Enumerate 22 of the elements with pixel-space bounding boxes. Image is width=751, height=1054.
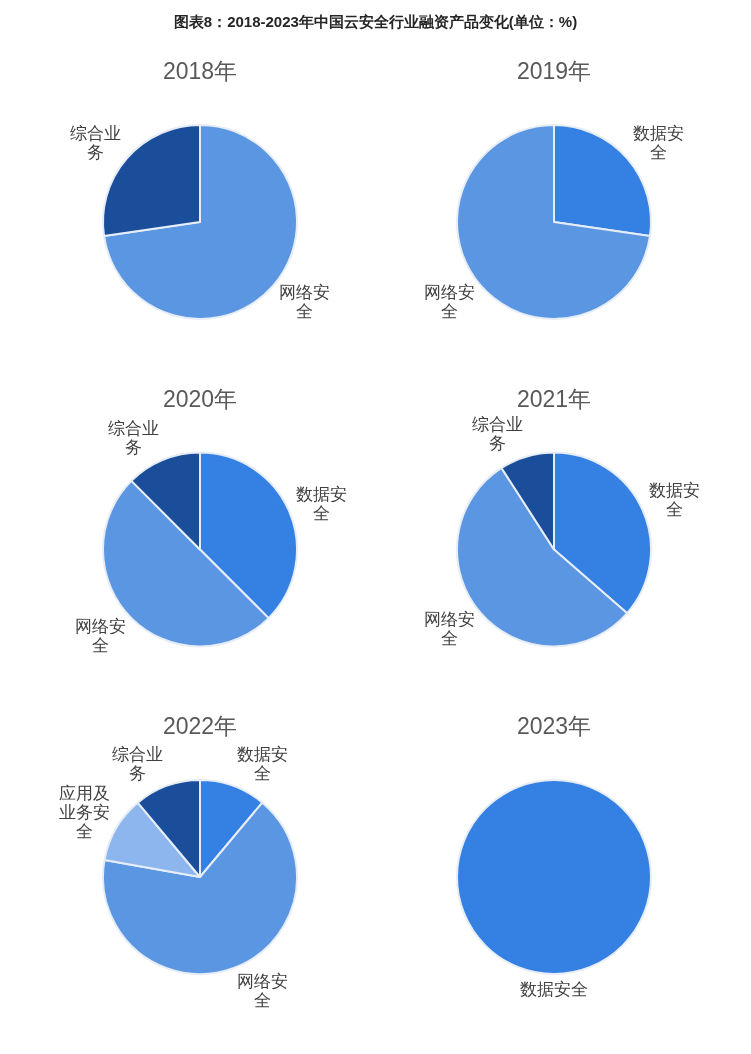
chart-title: 2020年 [162, 385, 238, 412]
slice-label: 综合业务 [112, 744, 164, 783]
slice-label: 数据安全 [236, 744, 288, 783]
slice-label: 数据安全 [648, 481, 700, 519]
page-title: 图表8：2018-2023年中国云安全行业融资产品变化(单位：%) [173, 13, 578, 30]
slice-label: 综合业务 [69, 124, 121, 163]
chart-title: 2023年 [516, 713, 592, 739]
chart-title: 2019年 [516, 58, 592, 84]
slice-label: 网络安全 [236, 972, 288, 1011]
slice-label: 数据安全 [520, 979, 588, 999]
slice-label: 数据安全 [633, 124, 685, 163]
slice-label: 网络安全 [74, 616, 126, 655]
slice-label: 综合业务 [472, 415, 524, 454]
slice-label: 应用及业务安全 [58, 783, 110, 841]
slice-label: 网络安全 [423, 282, 475, 321]
slice-label: 网络安全 [279, 282, 331, 321]
slice-label: 网络安全 [423, 610, 475, 649]
chart-title: 2018年 [162, 58, 238, 84]
chart-title: 2022年 [162, 713, 238, 739]
slice-label: 数据安全 [296, 484, 348, 523]
chart-title: 2021年 [516, 385, 592, 412]
slice-label: 综合业务 [107, 419, 159, 458]
